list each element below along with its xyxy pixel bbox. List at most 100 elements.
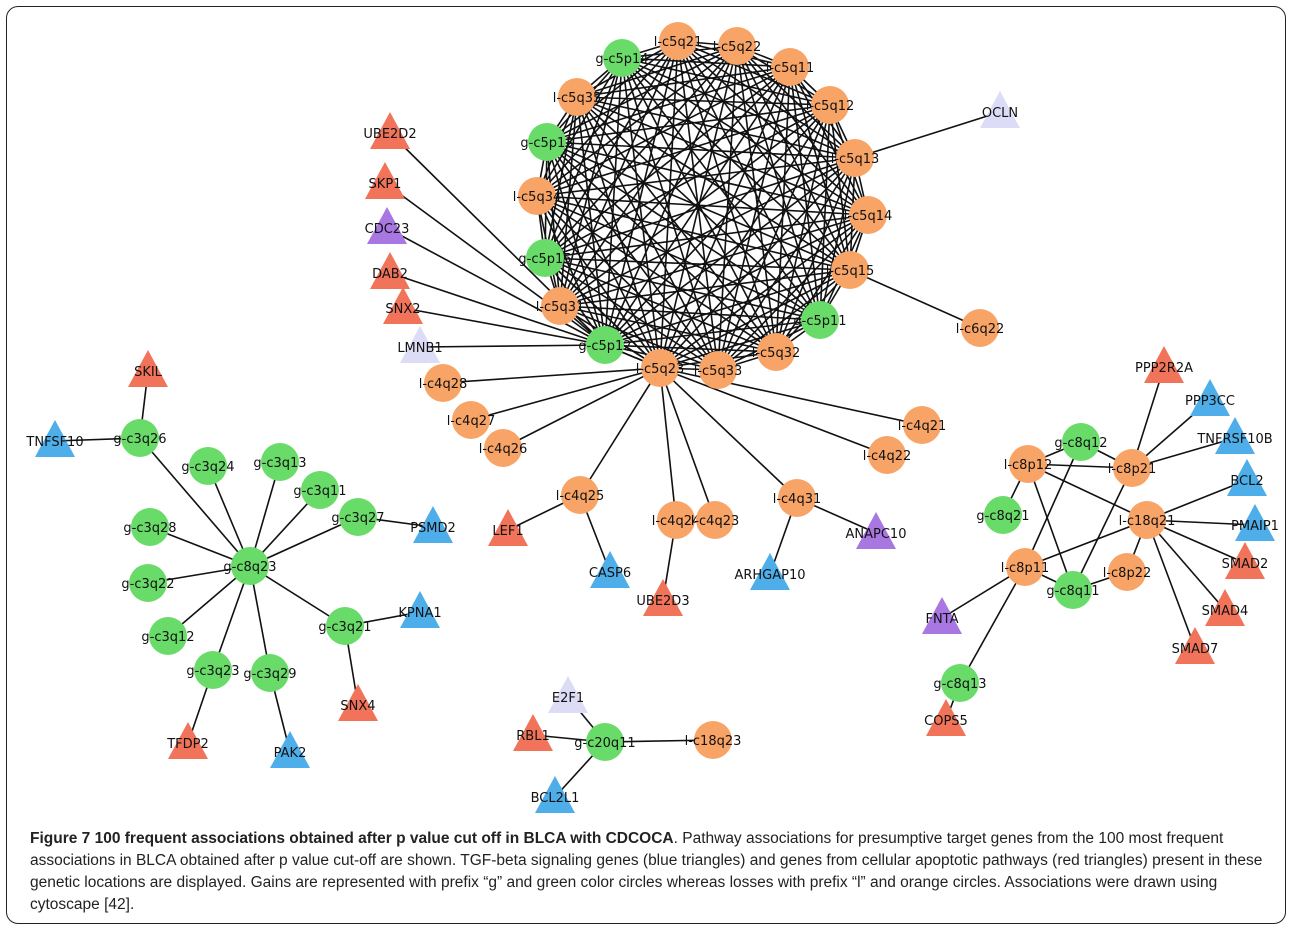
node-rbl1: RBL1 — [513, 714, 553, 751]
circle-marker — [528, 123, 566, 161]
edge-l-c5q12-l-c5q32 — [775, 104, 831, 353]
node-label: g-c8q11 — [1046, 584, 1099, 599]
node-g-c8q21: g-c8q21 — [976, 496, 1030, 534]
circle-marker — [603, 39, 641, 77]
circle-marker — [541, 287, 579, 325]
triangle-marker — [1227, 459, 1267, 496]
node-label: l-c8p22 — [1103, 566, 1152, 581]
node-label: l-c4q28 — [419, 377, 468, 392]
circle-marker — [586, 723, 624, 761]
triangle-marker — [488, 509, 528, 546]
node-skil: SKIL — [128, 350, 168, 387]
node-label: g-c8q12 — [1054, 436, 1107, 451]
node-label: LMNB1 — [397, 341, 442, 356]
edge-g-c5p14-l-c5q23 — [621, 57, 661, 369]
circle-marker — [301, 471, 339, 509]
node-label: CASP6 — [589, 566, 631, 581]
node-label: l-c5q11 — [766, 61, 815, 76]
node-label: g-c8q23 — [223, 560, 276, 575]
node-label: CDC23 — [365, 222, 410, 237]
edge-g-c8q23-g-c3q27 — [249, 516, 359, 567]
node-label: g-c8q21 — [976, 509, 1029, 524]
node-l-c4q26: l-c4q26 — [479, 429, 528, 467]
node-l-c5q22: l-c5q22 — [713, 27, 762, 65]
node-label: PPP2R2A — [1135, 361, 1193, 376]
edge-l-c5q22-g-c5p13 — [546, 45, 738, 143]
circle-marker — [558, 78, 596, 116]
edge-l-c5q13-l-c5q31 — [559, 157, 856, 307]
node-label: g-c3q28 — [123, 521, 176, 536]
node-label: l-c8p21 — [1108, 462, 1157, 477]
edge-l-c5q32-g-c5p12 — [604, 344, 777, 353]
node-l-c18q23: l-c18q23 — [685, 721, 741, 759]
edge-LMNB1-g-c5p12 — [419, 344, 606, 348]
edge-layer — [54, 40, 1256, 798]
circle-marker — [452, 401, 490, 439]
node-label: g-c5p12 — [578, 339, 631, 354]
node-kpna1: KPNA1 — [398, 591, 442, 628]
edge-l-c5q14-l-c5q34 — [536, 195, 869, 216]
node-label: l-c5q22 — [713, 40, 762, 55]
edge-l-c5q32-g-c5p15 — [544, 257, 777, 353]
node-g-c8q23: g-c8q23 — [223, 547, 277, 585]
edge-g-c5p15-l-c5q23 — [544, 257, 661, 369]
triangle-marker — [365, 162, 405, 199]
node-ocln: OCLN — [980, 91, 1020, 128]
triangle-marker — [400, 591, 440, 628]
node-l-c5q21: l-c5q21 — [654, 22, 702, 60]
node-ppp3cc: PPP3CC — [1185, 379, 1235, 416]
circle-marker — [129, 564, 167, 602]
circle-marker — [849, 196, 887, 234]
node-label: g-c3q27 — [331, 511, 384, 526]
edge-g-c8q23-g-c3q26 — [139, 437, 251, 567]
triangle-marker — [383, 287, 423, 324]
node-ppp2r2a: PPP2R2A — [1135, 346, 1193, 383]
triangle-marker — [856, 512, 896, 549]
node-dab2: DAB2 — [370, 252, 410, 289]
node-g-c3q11: g-c3q11 — [293, 471, 347, 509]
node-l-c5q11: l-c5q11 — [766, 48, 815, 86]
node-lef1: LEF1 — [488, 509, 528, 546]
node-l-c4q28: l-c4q28 — [419, 364, 468, 402]
node-g-c3q21: g-c3q21 — [318, 607, 372, 645]
node-skp1: SKP1 — [365, 162, 405, 199]
node-l-c4q22: l-c4q22 — [863, 436, 911, 474]
edge-l-c5q23-l-c5q35 — [576, 96, 661, 369]
triangle-marker — [980, 91, 1020, 128]
node-label: g-c3q24 — [181, 460, 234, 475]
circle-marker — [1006, 548, 1044, 586]
node-l-c5q23: l-c5q23 — [636, 349, 684, 387]
circle-marker — [1108, 553, 1146, 591]
node-cops5: COPS5 — [924, 699, 968, 736]
circle-marker — [961, 309, 999, 347]
circle-marker — [251, 654, 289, 692]
node-label: g-c5p11 — [793, 314, 846, 329]
node-label: SMAD4 — [1202, 604, 1249, 619]
edge-l-c5q12-l-c5q15 — [829, 104, 851, 271]
edge-l-c5q23-g-c5p13 — [546, 141, 661, 369]
node-l-c5q33: l-c5q33 — [694, 351, 742, 389]
circle-marker — [941, 664, 979, 702]
circle-marker — [1009, 445, 1047, 483]
circle-marker — [131, 508, 169, 546]
triangle-marker — [370, 252, 410, 289]
edge-l-c5q11-l-c5q35 — [576, 66, 791, 98]
node-label: l-c4q26 — [479, 442, 528, 457]
edge-l-c5q14-l-c5q35 — [576, 96, 869, 216]
node-layer: g-c5p14 l-c5q21 l-c5q22 l-c5q11 l-c5q12 l-c5q… — [25, 22, 1279, 813]
edge-l-c5q12-l-c5q23 — [659, 104, 831, 369]
node-l-c5q34: l-c5q34 — [513, 177, 561, 215]
node-snx4: SNX4 — [338, 684, 378, 721]
circle-marker — [696, 501, 734, 539]
node-label: g-c3q11 — [293, 484, 346, 499]
node-label: BCL2 — [1230, 474, 1263, 489]
circle-marker — [339, 498, 377, 536]
edge-l-c8p12-g-c8q11 — [1027, 463, 1074, 591]
node-label: g-c3q26 — [113, 432, 166, 447]
circle-marker — [194, 651, 232, 689]
node-g-c8q12: g-c8q12 — [1054, 423, 1108, 461]
node-g-c5p13: g-c5p13 — [520, 123, 574, 161]
edge-l-c5q12-l-c5q35 — [576, 96, 831, 106]
node-label: l-c18q21 — [1119, 514, 1176, 529]
triangle-marker — [548, 676, 588, 713]
